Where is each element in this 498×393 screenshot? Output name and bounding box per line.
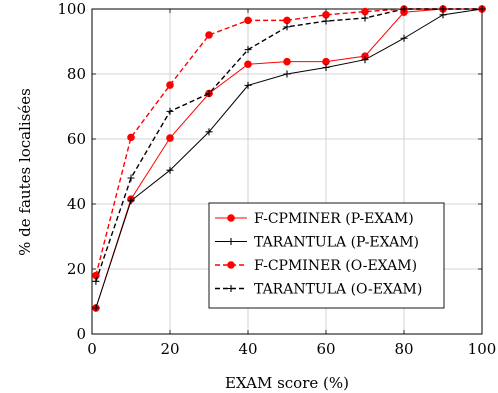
y-tick-label: 0 [76,325,86,343]
x-tick-label: 60 [316,340,335,358]
x-axis-label: EXAM score (%) [225,374,349,392]
data-point [284,58,291,65]
data-point [128,175,135,182]
data-point [323,18,330,25]
x-tick-label: 100 [468,340,497,358]
legend-swatch-marker [228,262,235,269]
data-point [362,8,369,15]
data-point [167,135,174,142]
y-tick-label: 80 [67,65,86,83]
legend-swatch-marker [228,215,235,222]
legend-label: TARANTULA (O-EXAM) [254,282,422,298]
data-point [323,12,330,19]
y-tick-label: 60 [67,130,86,148]
data-point [401,35,408,42]
legend: F-CPMINER (P-EXAM) TARANTULA (P-EXAM) F-CP… [209,203,444,308]
data-point [284,17,291,24]
data-point [167,82,174,89]
legend-label: TARANTULA (P-EXAM) [254,235,419,251]
y-axis-label: % de fautes localisées [16,88,34,256]
data-point [92,278,99,285]
data-point [284,71,291,78]
y-tick-label: 40 [67,195,86,213]
data-point [245,61,252,68]
data-point [167,108,174,115]
y-tick-label: 20 [67,260,86,278]
data-point [323,58,330,65]
data-point [245,17,252,24]
data-point [128,134,135,141]
y-tick-label: 100 [57,0,86,18]
x-tick-label: 0 [87,340,97,358]
legend-label: F-CPMINER (P-EXAM) [254,211,414,227]
data-point [323,64,330,71]
x-tick-label: 40 [238,340,257,358]
data-point [206,32,213,39]
legend-label: F-CPMINER (O-EXAM) [254,258,417,274]
data-point [362,15,369,22]
x-tick-label: 20 [160,340,179,358]
x-tick-label: 80 [394,340,413,358]
data-point [284,23,291,30]
